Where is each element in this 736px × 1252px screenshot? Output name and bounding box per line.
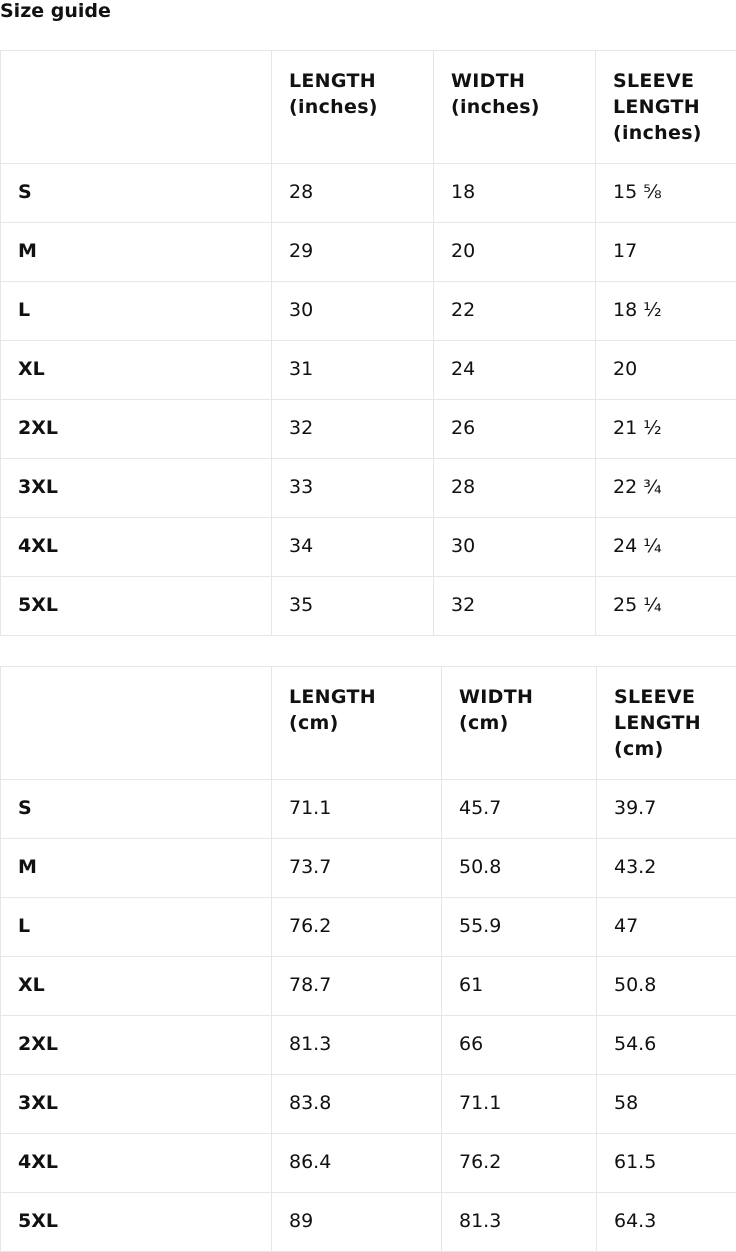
table-row: L 30 22 18 ½ [0, 281, 736, 341]
measurement-cell: 31 [271, 340, 434, 400]
measurement-cell: 20 [433, 222, 596, 282]
measurement-cell: 28 [271, 163, 434, 223]
measurement-cell: 83.8 [271, 1074, 442, 1134]
measurement-cell: 24 ¼ [595, 517, 736, 577]
size-label: S [0, 163, 272, 223]
table-row: 2XL 81.3 66 54.6 [0, 1015, 736, 1075]
size-label: 2XL [0, 1015, 272, 1075]
measurement-cell: 55.9 [441, 897, 597, 957]
measurement-cell: 28 [433, 458, 596, 518]
size-label: 4XL [0, 517, 272, 577]
table-row: M 29 20 17 [0, 222, 736, 282]
column-header: WIDTH (cm) [441, 666, 597, 780]
table-row: L 76.2 55.9 47 [0, 897, 736, 957]
table-row: S 71.1 45.7 39.7 [0, 779, 736, 839]
measurement-cell: 18 ½ [595, 281, 736, 341]
table-row: XL 31 24 20 [0, 340, 736, 400]
measurement-cell: 30 [433, 517, 596, 577]
size-label: 2XL [0, 399, 272, 459]
table-header-row: LENGTH (cm) WIDTH (cm) SLEEVE LENGTH (cm) [0, 666, 736, 780]
size-table-cm: LENGTH (cm) WIDTH (cm) SLEEVE LENGTH (cm) S… [0, 666, 736, 1252]
measurement-cell: 22 ¾ [595, 458, 736, 518]
measurement-cell: 34 [271, 517, 434, 577]
measurement-cell: 25 ¼ [595, 576, 736, 636]
measurement-cell: 43.2 [596, 838, 736, 898]
size-label: L [0, 281, 272, 341]
table-row: 4XL 34 30 24 ¼ [0, 517, 736, 577]
size-label: M [0, 222, 272, 282]
measurement-cell: 71.1 [271, 779, 442, 839]
measurement-cell: 29 [271, 222, 434, 282]
measurement-cell: 61 [441, 956, 597, 1016]
table-row: S 28 18 15 ⅝ [0, 163, 736, 223]
measurement-cell: 58 [596, 1074, 736, 1134]
table-row: M 73.7 50.8 43.2 [0, 838, 736, 898]
measurement-cell: 78.7 [271, 956, 442, 1016]
measurement-cell: 66 [441, 1015, 597, 1075]
measurement-cell: 22 [433, 281, 596, 341]
measurement-cell: 18 [433, 163, 596, 223]
measurement-cell: 33 [271, 458, 434, 518]
size-label: M [0, 838, 272, 898]
measurement-cell: 73.7 [271, 838, 442, 898]
measurement-cell: 32 [271, 399, 434, 459]
measurement-cell: 50.8 [441, 838, 597, 898]
measurement-cell: 76.2 [271, 897, 442, 957]
measurement-cell: 47 [596, 897, 736, 957]
size-label: 5XL [0, 576, 272, 636]
measurement-cell: 24 [433, 340, 596, 400]
measurement-cell: 21 ½ [595, 399, 736, 459]
measurement-cell: 86.4 [271, 1133, 442, 1193]
table-row: 4XL 86.4 76.2 61.5 [0, 1133, 736, 1193]
measurement-cell: 26 [433, 399, 596, 459]
measurement-cell: 64.3 [596, 1192, 736, 1252]
measurement-cell: 54.6 [596, 1015, 736, 1075]
table-row: 5XL 35 32 25 ¼ [0, 576, 736, 636]
measurement-cell: 39.7 [596, 779, 736, 839]
size-label: XL [0, 956, 272, 1016]
column-header [0, 50, 272, 164]
table-row: 3XL 33 28 22 ¾ [0, 458, 736, 518]
measurement-cell: 32 [433, 576, 596, 636]
page-title: Size guide [0, 0, 111, 22]
column-header: LENGTH (cm) [271, 666, 442, 780]
table-row: 3XL 83.8 71.1 58 [0, 1074, 736, 1134]
measurement-cell: 71.1 [441, 1074, 597, 1134]
measurement-cell: 20 [595, 340, 736, 400]
measurement-cell: 81.3 [271, 1015, 442, 1075]
measurement-cell: 50.8 [596, 956, 736, 1016]
size-label: L [0, 897, 272, 957]
measurement-cell: 45.7 [441, 779, 597, 839]
size-table-inches: LENGTH (inches) WIDTH (inches) SLEEVE LENG… [0, 50, 736, 636]
size-label: 3XL [0, 1074, 272, 1134]
table-header-row: LENGTH (inches) WIDTH (inches) SLEEVE LENG… [0, 50, 736, 164]
column-header: LENGTH (inches) [271, 50, 434, 164]
measurement-cell: 17 [595, 222, 736, 282]
column-header: WIDTH (inches) [433, 50, 596, 164]
column-header: SLEEVE LENGTH (cm) [596, 666, 736, 780]
measurement-cell: 15 ⅝ [595, 163, 736, 223]
size-label: 4XL [0, 1133, 272, 1193]
table-row: 2XL 32 26 21 ½ [0, 399, 736, 459]
measurement-cell: 35 [271, 576, 434, 636]
size-label: S [0, 779, 272, 839]
column-header [0, 666, 272, 780]
table-row: 5XL 89 81.3 64.3 [0, 1192, 736, 1252]
size-label: XL [0, 340, 272, 400]
table-row: XL 78.7 61 50.8 [0, 956, 736, 1016]
size-label: 5XL [0, 1192, 272, 1252]
measurement-cell: 61.5 [596, 1133, 736, 1193]
measurement-cell: 30 [271, 281, 434, 341]
column-header: SLEEVE LENGTH (inches) [595, 50, 736, 164]
measurement-cell: 81.3 [441, 1192, 597, 1252]
measurement-cell: 76.2 [441, 1133, 597, 1193]
size-label: 3XL [0, 458, 272, 518]
measurement-cell: 89 [271, 1192, 442, 1252]
